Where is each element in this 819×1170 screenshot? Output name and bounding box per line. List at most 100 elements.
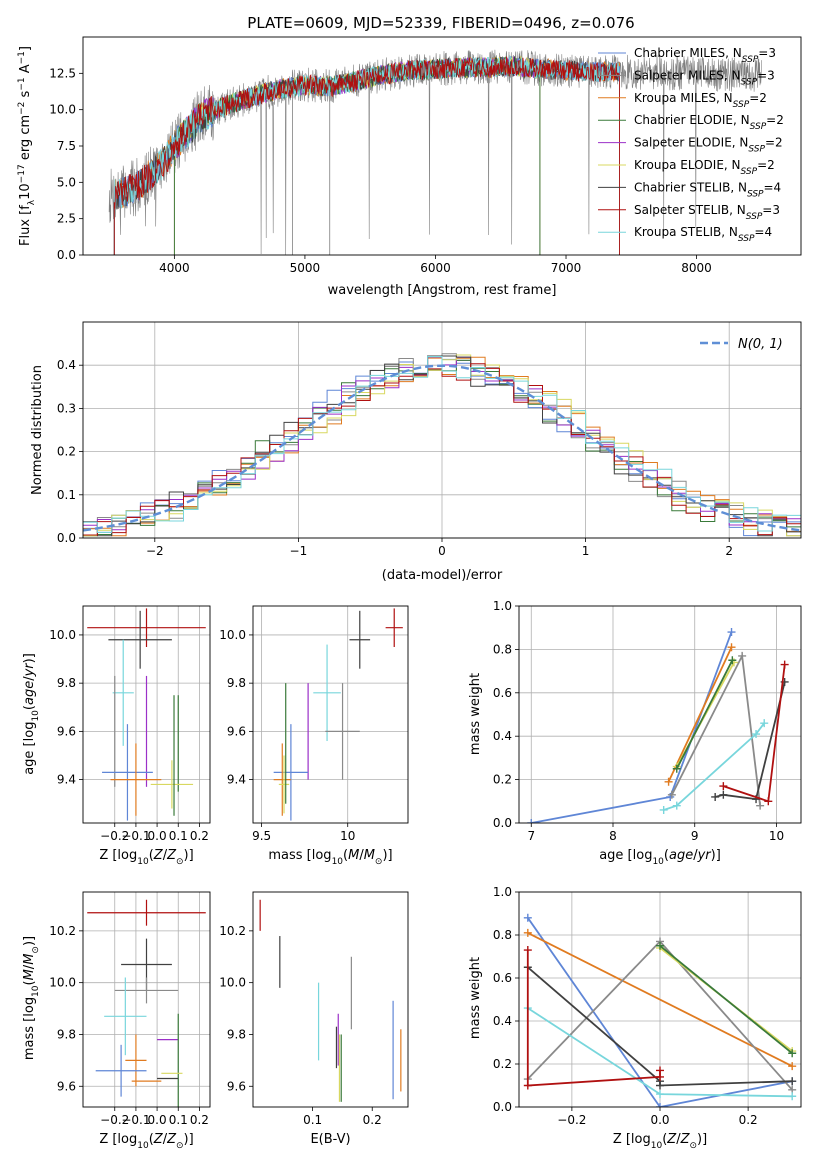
y-tick-label: 7.5 — [57, 139, 76, 153]
y-axis-label-part: ( — [22, 705, 37, 710]
legend-label-part: Salpeter STELIB, N — [634, 203, 746, 217]
y-tick-label: 10.2 — [49, 924, 76, 938]
y-axis-label: Normed distribution — [30, 365, 45, 495]
legend-label-part: SSP — [747, 189, 764, 199]
x-axis-label: wavelength [Angstrom, rest frame] — [328, 283, 557, 298]
y-axis-label-part: −17 — [17, 164, 27, 183]
x-axis-label-part: Z [log — [99, 1132, 137, 1147]
x-tick-label: −1 — [290, 544, 308, 558]
series-marker — [523, 913, 532, 922]
x-axis-label-part: Z — [166, 848, 177, 863]
x-axis-label: Z [log10(Z/Z⊙)] — [613, 1132, 707, 1151]
x-tick-label: 10 — [769, 829, 784, 843]
axes-frame — [82, 321, 802, 539]
series-marker — [656, 1090, 664, 1099]
y-tick-label: 0.0 — [493, 816, 512, 830]
x-axis-label-part: age [log — [599, 848, 652, 863]
x-tick-label: 8000 — [681, 261, 712, 275]
y-axis-label-part: −1 — [17, 77, 27, 90]
series-marker — [523, 1081, 532, 1090]
series-marker — [788, 1092, 797, 1101]
x-tick-label: 6000 — [420, 261, 451, 275]
series-marker — [527, 819, 536, 823]
axes-frame — [82, 36, 802, 256]
series-marker — [727, 628, 736, 637]
y-tick-label: 0.8 — [493, 928, 512, 942]
x-tick-label: −0.1 — [121, 829, 150, 843]
series-marker — [672, 801, 681, 810]
x-axis-label-part: ( — [662, 1132, 667, 1147]
legend-label-part: Chabrier MILES, N — [634, 46, 742, 60]
series-marker — [752, 730, 761, 739]
x-tick-label: 10 — [340, 829, 355, 843]
legend-label-part: =2 — [766, 113, 784, 127]
panels: 4000 5000 6000 7000 80000.02.55.07.510.012.5… — [17, 36, 802, 1151]
plot-area — [527, 628, 789, 823]
y-tick-label: 0.3 — [57, 401, 76, 415]
x-axis-label-part: Z [log — [99, 848, 137, 863]
legend-label-part: SSP — [741, 77, 758, 87]
axes-frame — [518, 891, 802, 1108]
y-tick-label: 0.8 — [493, 642, 512, 656]
y-tick-label: 9.8 — [57, 1027, 76, 1041]
panel-residuals: −2 −1 0 1 2 0.0 0.1 0.2 0.3 0.4 (data-model)/error… — [30, 321, 802, 583]
y-tick-label: 9.4 — [57, 773, 76, 787]
x-axis-label-part: 10 — [651, 1141, 663, 1151]
series-marker — [711, 792, 720, 801]
panel-spectrum: 4000 5000 6000 7000 8000 0.0 2.5 5.0 7.5 10.0 12.5… — [17, 36, 802, 298]
y-tick-label: 9.8 — [227, 676, 246, 690]
y-tick-label: 10.0 — [219, 628, 246, 642]
y-tick-label: 0.0 — [57, 531, 76, 545]
y-axis-label-part: −2 — [17, 102, 27, 115]
x-axis-label-part: )] — [184, 1132, 194, 1147]
x-axis-label-part: ⊙ — [689, 1141, 697, 1151]
legend-label-part: SSP — [733, 100, 750, 110]
x-tick-label: 0.2 — [190, 1113, 209, 1127]
legend-label: Salpeter ELODIE, NSSP=2 — [634, 136, 783, 155]
legend-label-part: Salpeter MILES, N — [634, 68, 741, 82]
panel-weight-vs-z: −0.2 0.0 0.20.00.20.40.60.81.0Z [log10(Z/Z… — [468, 885, 802, 1151]
x-axis-label-part: / — [359, 848, 364, 863]
legend-label-part: =3 — [757, 68, 775, 82]
y-axis-label: mass [log10(M/M⊙)] — [22, 936, 41, 1060]
x-axis-label: E(B-V) — [310, 1132, 350, 1147]
x-axis-label-part: 10 — [652, 857, 664, 867]
x-axis-label-part: / — [676, 1132, 681, 1147]
series-line-chabrier-elodie — [659, 945, 793, 1054]
x-tick-label: 4000 — [159, 261, 190, 275]
y-tick-label: 0.4 — [493, 1014, 512, 1028]
y-tick-label: 9.8 — [227, 1027, 246, 1041]
series-marker — [656, 1066, 664, 1075]
x-tick-label: 7000 — [551, 261, 582, 275]
panel-mass-vs-ebv: 0.1 0.2 9.6 9.8 10.0 10.2 E(B-V) — [219, 891, 409, 1147]
y-tick-label: 10.0 — [49, 103, 76, 117]
y-tick-label: 0.1 — [57, 488, 76, 502]
y-axis-label-part: M — [22, 954, 37, 965]
y-axis-label-part: ⊙ — [31, 946, 41, 954]
y-axis-label-part: age [log — [22, 722, 37, 775]
x-tick-label: −2 — [146, 544, 164, 558]
x-tick-label: 2 — [725, 544, 733, 558]
legend-label: Kroupa STELIB, NSSP=4 — [634, 225, 772, 244]
y-axis-label-part: 10 — [31, 985, 41, 997]
figure-title: PLATE=0609, MJD=52339, FIBERID=0496, z=0… — [247, 14, 634, 32]
x-tick-label: 0.2 — [190, 829, 209, 843]
x-axis-label-part: Z — [153, 848, 164, 863]
x-tick-label: −0.2 — [557, 1113, 586, 1127]
y-tick-label: 9.6 — [57, 724, 76, 738]
legend-label-part: SSP — [741, 167, 758, 177]
y-tick-label: 0.2 — [57, 445, 76, 459]
legend-label-part: SSP — [748, 145, 765, 155]
legend-label: Chabrier ELODIE, NSSP=2 — [634, 113, 784, 132]
legend-label-part: =2 — [757, 158, 775, 172]
plot-area — [108, 49, 762, 255]
x-tick-label: 0.2 — [739, 1113, 758, 1127]
y-tick-label: 0.4 — [57, 358, 76, 372]
y-tick-label: 5.0 — [57, 175, 76, 189]
x-axis-label-part: )] — [382, 848, 392, 863]
legend-label-part: =3 — [758, 46, 776, 60]
y-tick-label: 0.0 — [493, 1100, 512, 1114]
axes-frame — [252, 605, 409, 824]
